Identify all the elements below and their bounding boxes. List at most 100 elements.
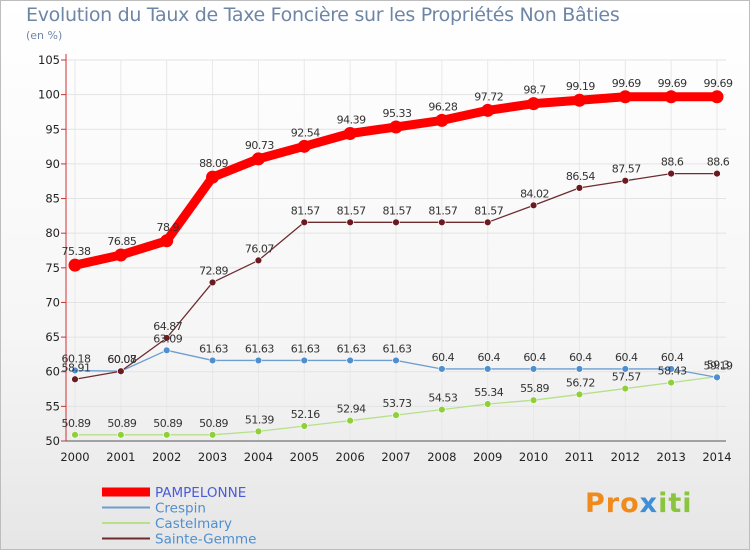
y-tick-label: 100 [38, 88, 60, 102]
data-point [208, 278, 217, 287]
y-tick-label: 75 [45, 261, 60, 275]
data-point [163, 334, 171, 342]
data-label: 81.57 [428, 204, 457, 217]
data-label: 52.94 [337, 403, 366, 416]
data-point [438, 405, 446, 414]
y-tick-label: 70 [45, 295, 60, 309]
data-point [251, 152, 265, 166]
data-label: 96.28 [428, 100, 457, 113]
data-point [208, 431, 217, 439]
data-point [575, 365, 584, 373]
y-tick-label: 80 [45, 226, 60, 240]
data-point [575, 390, 584, 399]
data-point [163, 346, 171, 355]
data-label: 55.89 [520, 382, 549, 395]
data-point [71, 366, 79, 375]
data-label: 50.89 [199, 417, 228, 430]
data-label: 61.63 [245, 342, 274, 355]
data-label: 60.4 [523, 351, 546, 364]
data-label: 97.72 [474, 90, 503, 103]
data-label: 72.89 [199, 264, 228, 277]
data-label: 75.38 [62, 245, 91, 258]
data-label: 59.19 [704, 359, 733, 372]
logo-part-1: Pro [585, 488, 640, 519]
data-label: 53.73 [383, 397, 412, 410]
y-tick-label: 85 [45, 192, 60, 206]
data-label: 99.69 [658, 77, 687, 90]
data-label: 81.57 [474, 204, 503, 217]
x-tick-label: 2001 [106, 450, 135, 464]
y-tick-label: 90 [45, 157, 60, 171]
data-point [529, 365, 538, 373]
logo-part-3: iti [658, 488, 693, 519]
data-point [346, 218, 354, 227]
data-point [71, 375, 79, 383]
data-label: 59.3 [707, 359, 730, 372]
data-point [435, 113, 449, 127]
data-label: 56.72 [566, 376, 595, 389]
x-tick-label: 2008 [427, 450, 456, 464]
data-label: 84.02 [520, 187, 549, 200]
data-point [667, 378, 675, 387]
x-tick-label: 2002 [152, 450, 181, 464]
legend-label-sainte-gemme: Sainte-Gemme [155, 532, 257, 548]
data-label: 61.63 [199, 342, 228, 355]
data-point [438, 365, 446, 373]
data-point [667, 365, 675, 373]
data-label: 61.63 [383, 342, 412, 355]
data-label: 60.4 [432, 351, 455, 364]
data-point [117, 367, 125, 375]
data-label: 92.54 [291, 126, 320, 139]
data-point [392, 356, 400, 365]
data-label: 58.91 [62, 361, 91, 374]
legend-label-crespin: Crespin [155, 501, 206, 517]
data-label: 55.34 [474, 386, 503, 399]
data-labels: 75.38 76.85 78.9 88.09 90.73 92.54 94.39 95.33 9… [62, 77, 734, 430]
x-tick-label: 2004 [244, 450, 273, 464]
data-label: 98.7 [523, 84, 546, 97]
data-label: 60.4 [477, 351, 500, 364]
data-label: 60.4 [615, 351, 638, 364]
data-label: 87.57 [612, 163, 641, 176]
data-point [71, 431, 79, 439]
x-tick-label: 2006 [336, 450, 365, 464]
data-point [713, 373, 721, 382]
data-point [346, 356, 354, 365]
x-tick-label: 2009 [473, 450, 502, 464]
data-label: 57.57 [612, 371, 641, 384]
data-label: 61.63 [291, 342, 320, 355]
data-label: 60.08 [107, 353, 136, 366]
y-unit-label: (en %) [26, 29, 63, 42]
data-label: 88.6 [661, 156, 684, 169]
data-point [438, 218, 446, 227]
data-label: 60.4 [661, 351, 684, 364]
data-point [389, 120, 403, 134]
data-point [575, 184, 584, 192]
data-label: 60.07 [107, 353, 136, 366]
data-point [484, 218, 492, 227]
x-tick-label: 2003 [198, 450, 227, 464]
data-point [297, 139, 311, 153]
data-point [710, 90, 724, 104]
axes: 2000 2001 2002 2003 2004 2005 2006 2007 2008 2009… [38, 53, 732, 464]
data-point [254, 356, 263, 365]
data-label: 81.57 [291, 204, 320, 217]
data-point [254, 427, 263, 436]
data-label: 52.16 [291, 408, 320, 421]
y-tick-label: 50 [45, 434, 60, 448]
y-tick-label: 60 [45, 365, 60, 379]
data-point [621, 384, 629, 393]
data-point [621, 365, 629, 373]
data-label: 81.57 [383, 204, 412, 217]
data-point [68, 258, 82, 272]
x-tick-label: 2014 [702, 450, 731, 464]
data-label: 76.85 [107, 235, 136, 248]
data-label: 60.18 [62, 352, 91, 365]
data-label: 88.09 [199, 157, 228, 170]
data-point [667, 169, 675, 178]
data-point [392, 218, 400, 227]
data-label: 54.53 [428, 392, 457, 405]
legend-label-castelmary: Castelmary [155, 516, 232, 532]
